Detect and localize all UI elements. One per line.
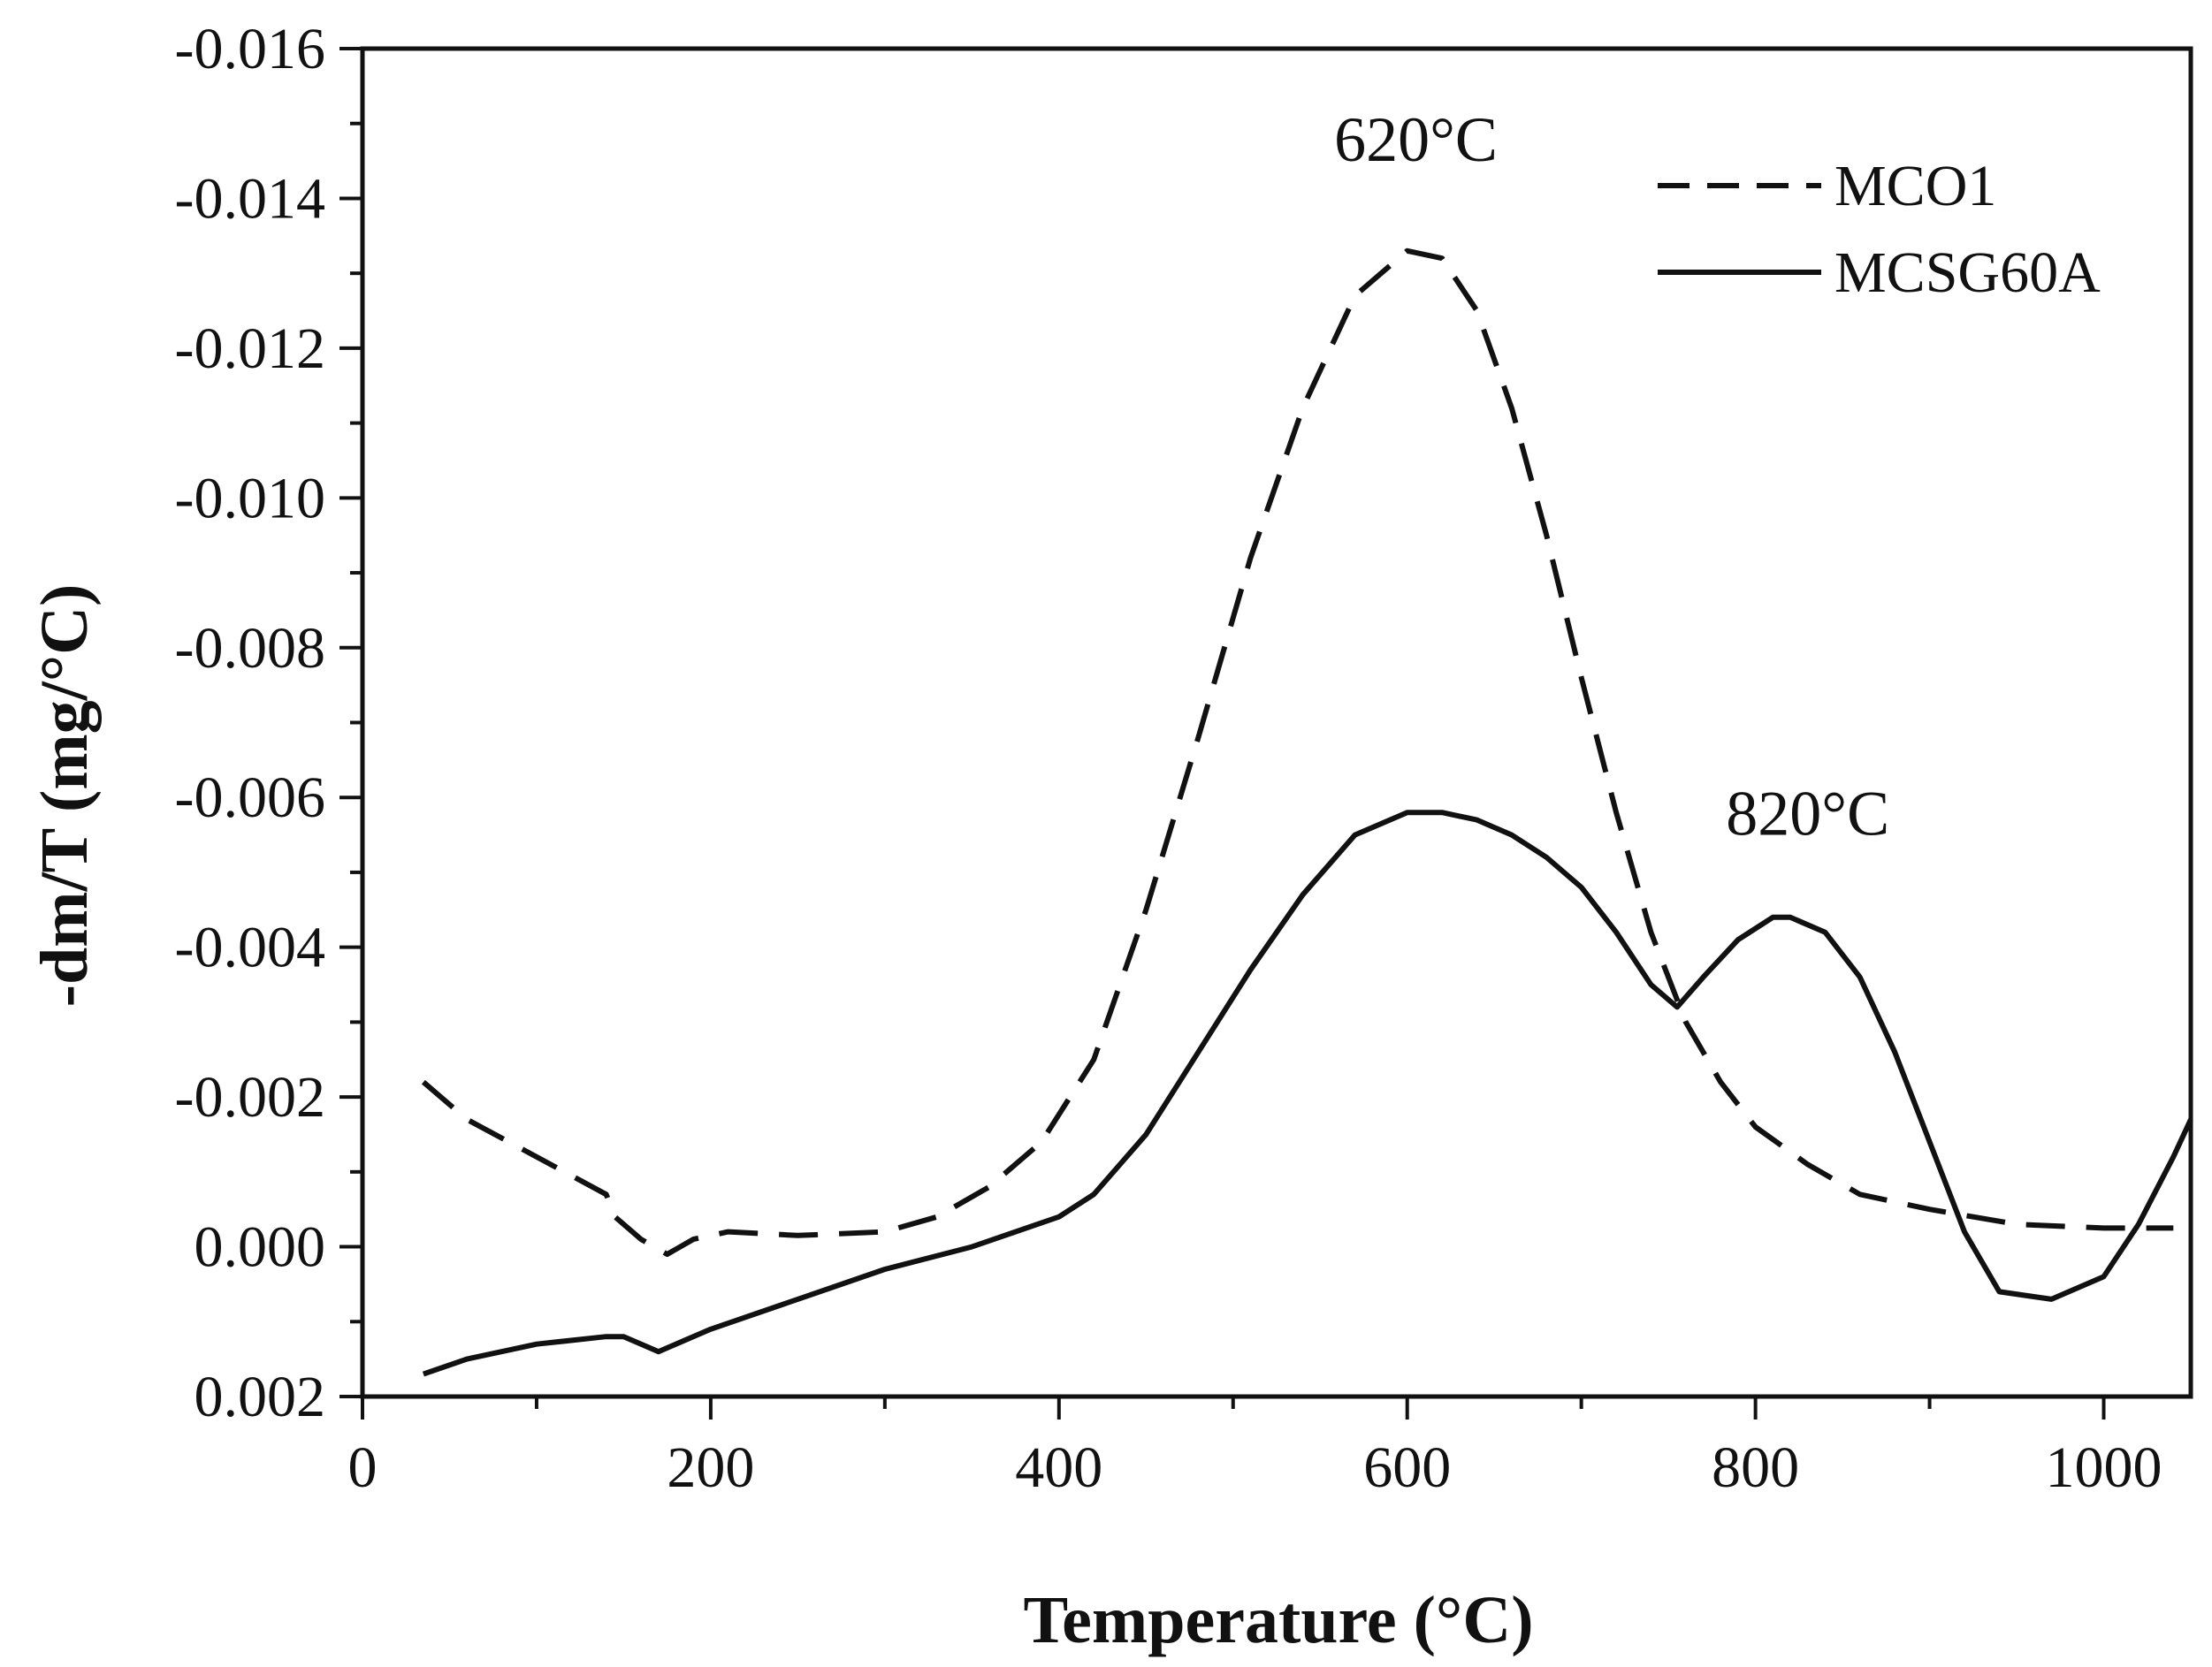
y-tick-label: 0.002 xyxy=(195,1365,326,1429)
y-tick-label: -0.002 xyxy=(175,1065,325,1130)
y-axis-title: -dm/T (mg/°C) xyxy=(27,584,102,1008)
x-axis-title: Temperature (°C) xyxy=(1023,1583,1533,1657)
annotations: 620°C 820°C xyxy=(1334,104,1889,849)
y-tick-label: -0.008 xyxy=(175,616,325,681)
y-tick-label: -0.010 xyxy=(175,466,325,530)
x-tick-label: 200 xyxy=(667,1435,754,1500)
x-tick-label: 400 xyxy=(1015,1435,1102,1500)
legend: MCO1 MCSG60A xyxy=(1658,154,2101,305)
x-tick-label: 0 xyxy=(348,1435,378,1500)
series-line-mco1 xyxy=(421,247,2174,1257)
axes xyxy=(339,46,2193,1420)
x-tick-label: 800 xyxy=(1712,1435,1799,1500)
y-tick-label: -0.006 xyxy=(175,765,325,830)
x-tick-label: 600 xyxy=(1363,1435,1451,1500)
tick-labels: 0 200 400 600 800 1000 0.002 0.000 -0.002 -0.004 -… xyxy=(175,17,2162,1500)
peak-annotation: 820°C xyxy=(1726,779,1889,849)
y-tick-label: -0.014 xyxy=(175,166,325,231)
plot-area xyxy=(421,247,2193,1377)
x-tick-label: 1000 xyxy=(2046,1435,2162,1500)
y-tick-label: -0.012 xyxy=(175,316,325,381)
y-tick-label: 0.000 xyxy=(195,1215,326,1280)
legend-label-mco1: MCO1 xyxy=(1834,154,1996,218)
series-line-mcsg60a xyxy=(422,810,2193,1377)
y-tick-label: -0.004 xyxy=(175,916,325,980)
legend-label-mcsg60a: MCSG60A xyxy=(1834,240,2101,305)
peak-annotation: 620°C xyxy=(1334,104,1498,175)
y-tick-label: -0.016 xyxy=(175,17,325,81)
